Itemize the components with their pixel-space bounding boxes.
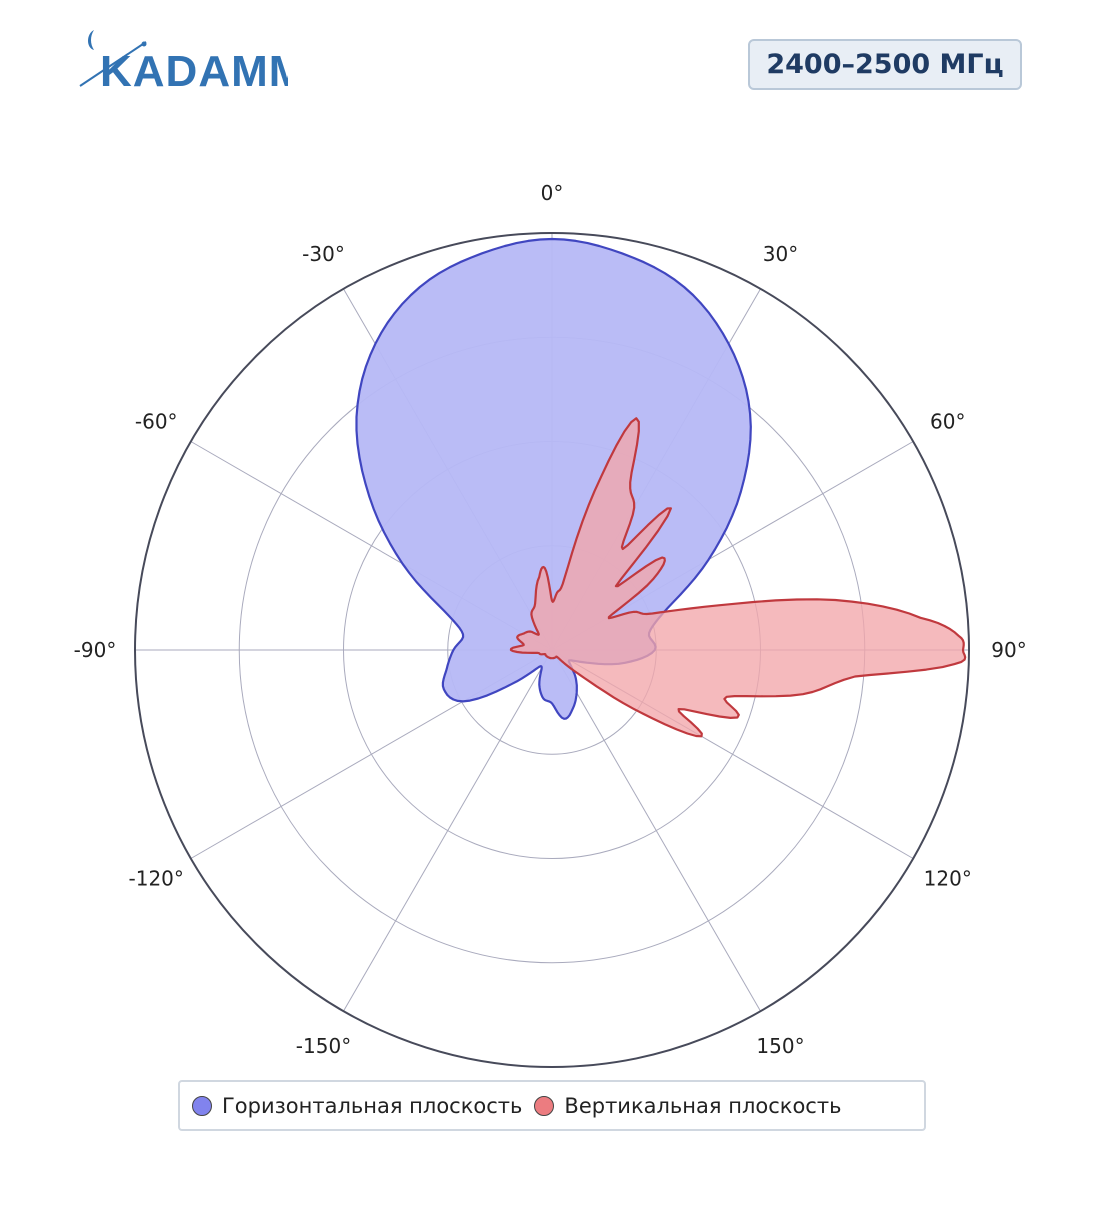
pattern-series [355, 237, 967, 738]
angular-tick-label: -30° [302, 242, 345, 266]
angular-tick-label: 30° [763, 242, 798, 266]
chart-legend: Горизонтальная плоскость Вертикальная пл… [178, 1080, 926, 1131]
grid-spoke [551, 649, 761, 1012]
angular-tick-label: 150° [756, 1034, 804, 1058]
logo-wordmark: KADAMM [100, 47, 288, 90]
angular-tick-label: -90° [74, 638, 117, 662]
legend-label-vertical: Вертикальная плоскость [564, 1093, 842, 1118]
angular-tick-label: -150° [296, 1034, 351, 1058]
series-horizontal-plane [355, 237, 752, 720]
angular-tick-label: -120° [129, 867, 184, 891]
angular-tick-label: 60° [930, 410, 965, 434]
legend-label-horizontal: Горизонтальная плоскость [222, 1093, 523, 1118]
angular-tick-label: -60° [135, 410, 178, 434]
series-vertical-plane [509, 417, 967, 738]
angular-tick-labels: 0° 30° 60° 90° 120° 150° -150° -120° -90° -60° -30… [74, 181, 1027, 1058]
kadamm-logo-mark: KADAMM [79, 30, 305, 96]
company-logo: KADAMM [78, 26, 305, 96]
angular-tick-label: 90° [991, 638, 1026, 662]
legend-marker-horizontal [192, 1095, 212, 1116]
outer-ring [134, 232, 970, 1068]
legend-marker-vertical [534, 1095, 555, 1116]
frequency-band-badge: 2400–2500 МГц [748, 39, 1022, 90]
legend-item-vertical[interactable]: Вертикальная плоскость [534, 1094, 841, 1118]
angular-tick-label: 120° [924, 867, 972, 891]
angular-tick-label: 0° [541, 181, 564, 205]
grid-spoke [343, 649, 553, 1012]
frequency-band-label: 2400–2500 МГц [766, 49, 1004, 80]
legend-item-horizontal[interactable]: Горизонтальная плоскость [192, 1094, 522, 1118]
